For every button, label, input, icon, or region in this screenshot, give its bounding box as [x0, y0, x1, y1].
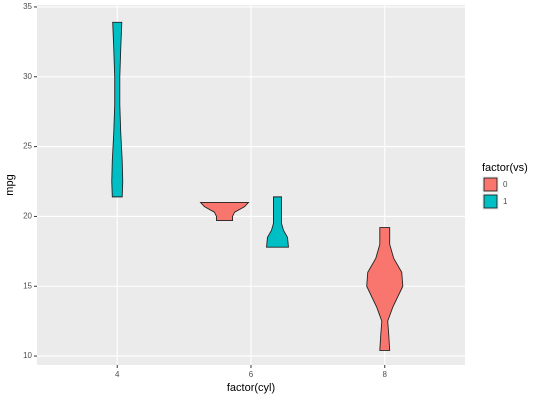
legend-label: 0	[503, 180, 508, 189]
y-tick-label: 10	[23, 351, 32, 360]
violin	[266, 196, 289, 248]
x-tick-label: 8	[383, 370, 388, 379]
legend-key	[483, 177, 498, 192]
x-tick-label: 6	[249, 370, 254, 379]
legend-title: factor(vs)	[482, 162, 528, 174]
violin	[366, 227, 404, 351]
y-tick-label: 30	[23, 72, 32, 81]
y-tick-label: 15	[23, 281, 32, 290]
legend-key	[483, 194, 498, 209]
x-axis-title: factor(cyl)	[227, 382, 275, 394]
legend-label: 1	[503, 197, 508, 206]
y-tick-label: 20	[23, 212, 32, 221]
y-tick-label: 35	[23, 2, 32, 11]
y-tick-label: 25	[23, 142, 32, 151]
violin	[111, 21, 124, 198]
violin	[199, 202, 250, 222]
y-axis-title: mpg	[4, 174, 16, 195]
x-tick-label: 4	[115, 370, 120, 379]
